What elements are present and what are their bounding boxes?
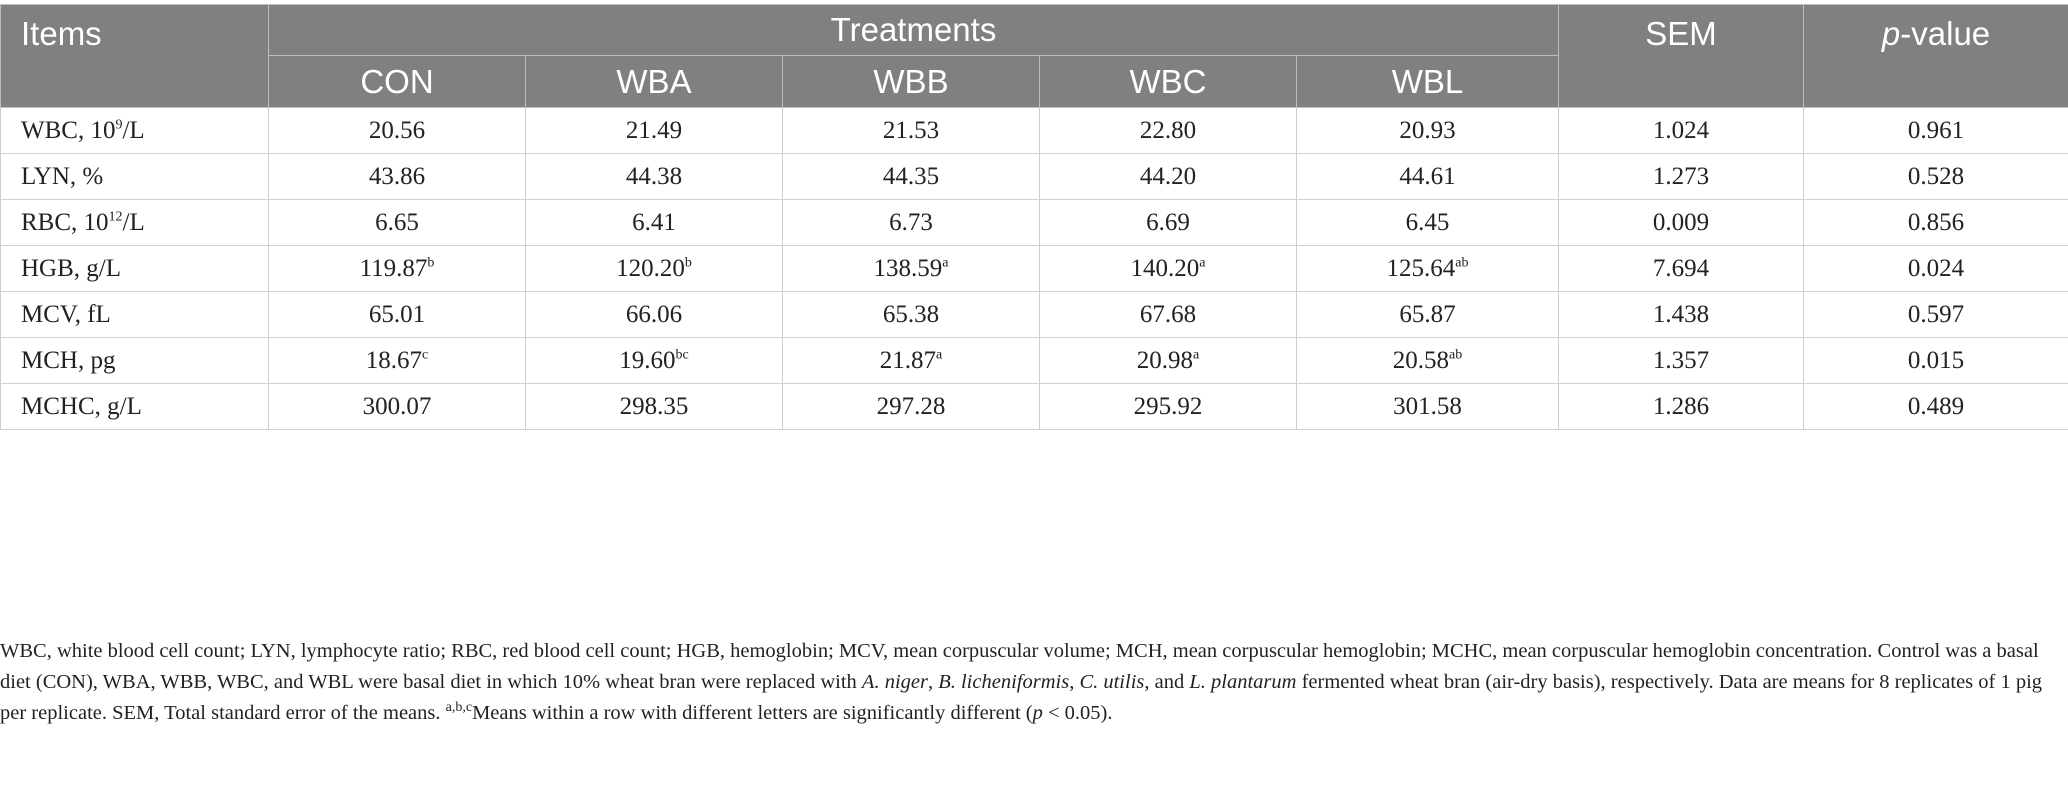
header-sem: SEM (1558, 4, 1805, 108)
header-group-wbc: WBC (1039, 55, 1297, 108)
sem-cell: 7.694 (1558, 245, 1805, 292)
row-label: MCV, fL (0, 291, 269, 338)
footnote-text: WBC, white blood cell count; LYN, lympho… (0, 636, 2060, 729)
table-row: RBC, 1012/L 6.65 6.41 6.73 6.69 6.45 0.009 0.85… (0, 199, 2068, 246)
table-row: HGB, g/L 119.87b 120.20b 138.59a 140.20a 125.… (0, 245, 2068, 292)
results-table: Items Treatments SEM p-value CON WBA WBB… (0, 4, 2068, 430)
value-cell: 66.06 (525, 291, 783, 338)
header-row-groups: CON WBA WBB WBC WBL (1, 55, 2068, 108)
sem-cell: 1.273 (1558, 153, 1805, 200)
sem-cell: 1.024 (1558, 107, 1805, 154)
value-cell: 21.49 (525, 107, 783, 154)
table-row: MCHC, g/L 300.07 298.35 297.28 295.92 301.58 1… (0, 383, 2068, 430)
table-row: MCV, fL 65.01 66.06 65.38 67.68 65.87 1.438 0.5… (0, 291, 2068, 338)
row-label: MCHC, g/L (0, 383, 269, 430)
pvalue-cell: 0.024 (1803, 245, 2068, 292)
footnote-part: , and (1144, 671, 1190, 693)
pvalue-suffix: -value (1900, 15, 1991, 52)
value-cell: 6.69 (1039, 199, 1297, 246)
value-cell: 22.80 (1039, 107, 1297, 154)
value-cell: 6.65 (268, 199, 526, 246)
value-cell: 19.60bc (525, 337, 783, 384)
row-label: LYN, % (0, 153, 269, 200)
value-cell: 43.86 (268, 153, 526, 200)
value-cell: 125.64ab (1295, 245, 1560, 292)
header-row-top: Items Treatments SEM p-value (0, 4, 2068, 108)
pvalue-cell: 0.489 (1803, 383, 2068, 430)
species-name: B. licheniformis (938, 671, 1070, 693)
pvalue-cell: 0.015 (1803, 337, 2068, 384)
value-cell: 295.92 (1039, 383, 1297, 430)
table-row: LYN, % 43.86 44.38 44.35 44.20 44.61 1.273 0.52… (0, 153, 2068, 200)
header-items: Items (0, 4, 269, 108)
table-footnote: WBC, white blood cell count; LYN, lympho… (0, 636, 2060, 729)
value-cell: 21.53 (782, 107, 1040, 154)
value-cell: 138.59a (782, 245, 1040, 292)
table-body: WBC, 109/L 20.56 21.49 21.53 22.80 20.93 1.024… (0, 107, 2068, 430)
value-cell: 20.58ab (1295, 337, 1560, 384)
pvalue-cell: 0.528 (1803, 153, 2068, 200)
table-row: MCH, pg 18.67c 19.60bc 21.87a 20.98a 20.58ab 1… (0, 337, 2068, 384)
footnote-superscript: a,b,c (445, 700, 473, 716)
pvalue-cell: 0.597 (1803, 291, 2068, 338)
footnote-part: fermented wheat bran (air-dry basis), re… (0, 671, 2043, 724)
footnote-part: < 0.05). (1042, 702, 1113, 724)
pvalue-p: p (1881, 15, 1901, 52)
value-cell: 44.38 (525, 153, 783, 200)
pvalue-cell: 0.856 (1803, 199, 2068, 246)
sem-cell: 1.357 (1558, 337, 1805, 384)
value-cell: 140.20a (1039, 245, 1297, 292)
value-cell: 297.28 (782, 383, 1040, 430)
value-cell: 44.20 (1039, 153, 1297, 200)
row-label: WBC, 109/L (0, 107, 269, 154)
header-group-wbb: WBB (782, 55, 1040, 108)
sem-cell: 1.286 (1558, 383, 1805, 430)
sem-cell: 1.438 (1558, 291, 1805, 338)
value-cell: 21.87a (782, 337, 1040, 384)
value-cell: 20.93 (1295, 107, 1560, 154)
value-cell: 300.07 (268, 383, 526, 430)
value-cell: 65.01 (268, 291, 526, 338)
footnote-part: , (1069, 671, 1080, 693)
value-cell: 65.38 (782, 291, 1040, 338)
value-cell: 6.73 (782, 199, 1040, 246)
header-group-con: CON (268, 55, 526, 108)
pvalue-cell: 0.961 (1803, 107, 2068, 154)
footnote-part: , (927, 671, 939, 693)
value-cell: 20.98a (1039, 337, 1297, 384)
species-name: A. niger (861, 671, 928, 693)
table-row: WBC, 109/L 20.56 21.49 21.53 22.80 20.93 1.024… (0, 107, 2068, 154)
row-label: HGB, g/L (0, 245, 269, 292)
value-cell: 301.58 (1295, 383, 1560, 430)
value-cell: 44.61 (1295, 153, 1560, 200)
value-cell: 6.45 (1295, 199, 1560, 246)
species-name: C. utilis (1079, 671, 1145, 693)
header-group-wbl: WBL (1295, 55, 1560, 108)
p-symbol: p (1032, 702, 1043, 724)
value-cell: 6.41 (525, 199, 783, 246)
row-label: MCH, pg (0, 337, 269, 384)
value-cell: 65.87 (1295, 291, 1560, 338)
header-pvalue: p-value (1803, 4, 2068, 108)
species-name: L. plantarum (1189, 671, 1297, 693)
value-cell: 120.20b (525, 245, 783, 292)
header-group-wba: WBA (525, 55, 783, 108)
value-cell: 44.35 (782, 153, 1040, 200)
value-cell: 298.35 (525, 383, 783, 430)
row-label: RBC, 1012/L (0, 199, 269, 246)
footnote-part: Means within a row with different letter… (472, 702, 1033, 724)
header-treatments: Treatments (267, 4, 1560, 56)
value-cell: 18.67c (268, 337, 526, 384)
footnote-part: WBC, white blood cell count; LYN, lympho… (0, 640, 2039, 693)
value-cell: 20.56 (268, 107, 526, 154)
value-cell: 67.68 (1039, 291, 1297, 338)
value-cell: 119.87b (268, 245, 526, 292)
sem-cell: 0.009 (1558, 199, 1805, 246)
